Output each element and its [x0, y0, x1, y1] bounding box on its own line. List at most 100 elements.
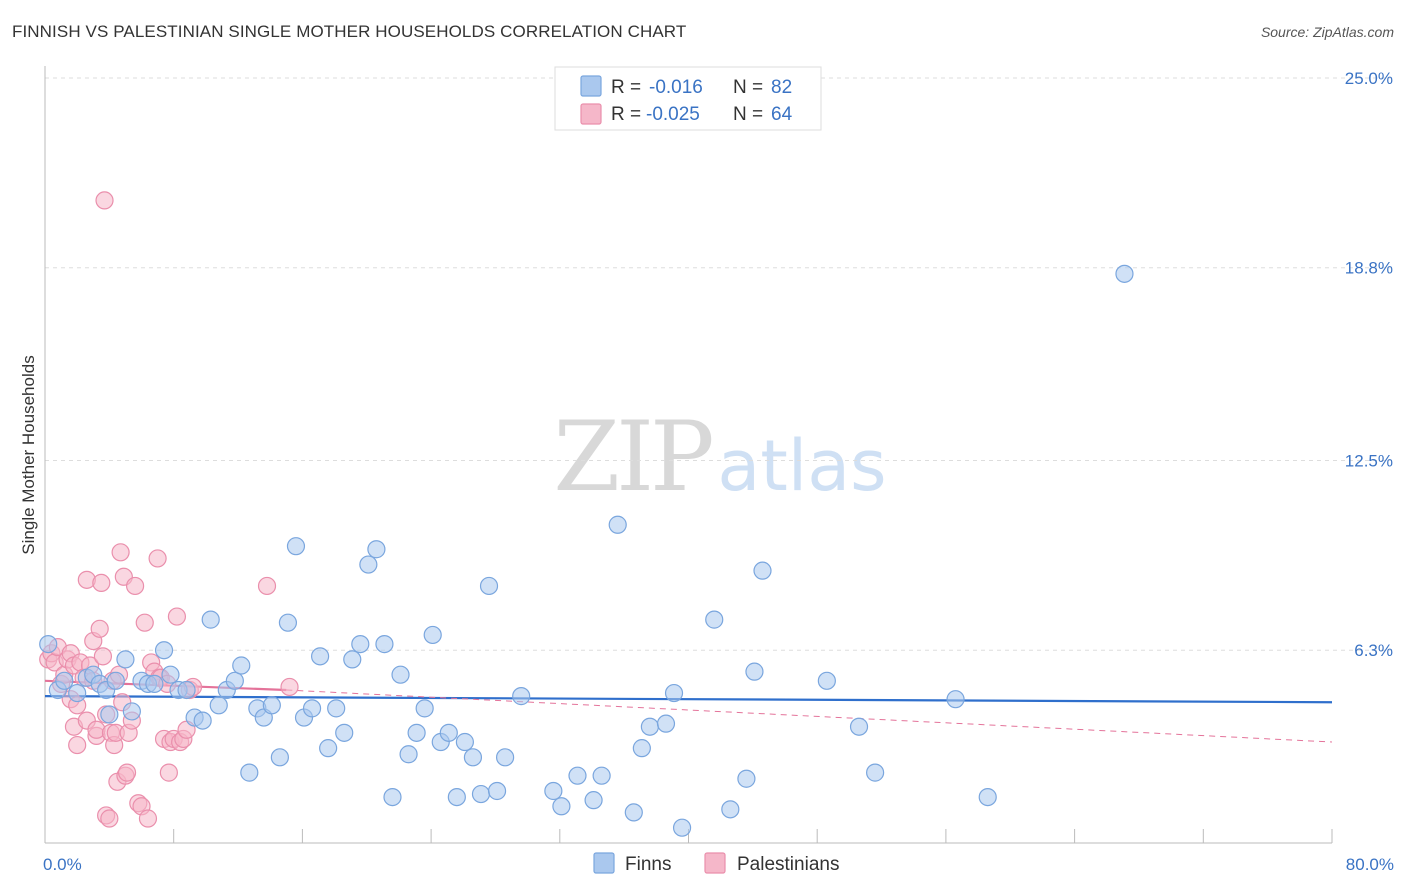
finns-point — [447, 787, 466, 807]
series-legend: Finns Palestinians — [593, 852, 839, 875]
finns-point — [415, 699, 434, 718]
watermark-atlas: atlas — [717, 425, 886, 507]
legend-pal-r-value: -0.025 — [646, 104, 700, 125]
finns-point — [624, 803, 643, 822]
y-tick-label: 25.0% — [1345, 69, 1393, 88]
finns-point — [407, 723, 426, 742]
palestinians-point — [90, 619, 109, 638]
palestinians-point — [100, 809, 119, 828]
y-tick-label: 6.3% — [1354, 641, 1393, 660]
finns-point — [201, 610, 220, 629]
legend-swatch-finns — [580, 75, 602, 97]
finns-point — [866, 763, 885, 782]
bottom-legend-finns: Finns — [625, 854, 671, 875]
finns-point — [240, 763, 259, 782]
finns-point — [496, 748, 515, 767]
finns-point — [399, 745, 418, 764]
source-credit: Source: ZipAtlas.com — [1260, 24, 1394, 40]
gridlines — [45, 77, 1392, 651]
finns-point — [705, 610, 724, 629]
legend-finns-r-label: R = — [611, 77, 641, 98]
finns-point — [106, 671, 125, 690]
finns-point — [302, 699, 322, 718]
finns-point — [423, 625, 442, 645]
y-tick-label: 18.8% — [1345, 259, 1393, 278]
finns-point — [375, 634, 394, 654]
finns-point — [544, 781, 563, 801]
finns-point — [68, 683, 87, 703]
finns-point — [278, 613, 298, 632]
finns-point — [946, 690, 965, 709]
finns-point — [664, 683, 684, 703]
finns-point — [1115, 264, 1134, 283]
finns-point — [232, 656, 251, 675]
finns-point — [656, 714, 676, 733]
finns-point — [177, 680, 196, 700]
legend-pal-n-label: N = — [733, 104, 763, 125]
legend-swatch-palestinians — [580, 103, 602, 125]
legend-finns-r-value: -0.016 — [649, 77, 703, 98]
palestinians-points — [39, 191, 299, 828]
finns-point — [359, 555, 378, 574]
palestinians-point — [125, 576, 145, 596]
palestinians-point — [148, 549, 167, 568]
palestinians-point — [92, 573, 111, 593]
finns-point — [262, 696, 281, 715]
palestinians-point — [68, 735, 87, 755]
finns-point — [487, 781, 507, 801]
finns-point — [471, 784, 491, 804]
finns-point — [209, 696, 228, 715]
finns-trend-line — [44, 695, 1333, 704]
correlation-legend: R = -0.016 N = 82 R = -0.025 N = 64 — [554, 66, 822, 131]
palestinians-point — [117, 763, 137, 782]
legend-finns-n-label: N = — [733, 77, 763, 98]
y-tick-label: 12.5% — [1345, 452, 1393, 471]
finns-points — [39, 264, 1134, 837]
palestinians-point — [257, 576, 277, 596]
finns-point — [335, 723, 354, 742]
legend-pal-r-label: R = — [611, 104, 641, 125]
palestinians-point — [93, 647, 113, 666]
finns-point — [145, 674, 164, 693]
x-tick-label-min: 0.0% — [43, 855, 82, 874]
finns-point — [568, 766, 587, 785]
finns-point — [343, 650, 362, 669]
palestinians-point — [159, 763, 178, 782]
finns-point — [39, 634, 58, 654]
y-tick-labels: 6.3% 12.5% 18.8% 25.0% — [1345, 69, 1393, 660]
finns-point — [383, 787, 402, 807]
finns-point — [721, 800, 740, 819]
palestinians-point — [280, 677, 299, 697]
finns-point — [512, 687, 531, 706]
legend-finns-n-value: 82 — [771, 77, 792, 98]
legend-pal-n-value: 64 — [771, 104, 793, 125]
finns-point — [161, 665, 180, 684]
finns-point — [327, 699, 346, 718]
finns-point — [737, 769, 756, 788]
finns-point — [319, 739, 338, 758]
palestinians-point — [135, 613, 154, 632]
watermark-zip: ZIP — [553, 401, 712, 513]
trend-lines — [44, 679, 1333, 743]
finns-point — [116, 650, 135, 669]
watermark: ZIP atlas — [553, 401, 886, 513]
palestinians-point — [111, 543, 130, 562]
bottom-legend-swatch-palestinians — [704, 852, 726, 874]
finns-point — [286, 537, 306, 556]
finns-point — [640, 717, 659, 736]
finns-point — [391, 665, 410, 684]
finns-point — [608, 515, 627, 534]
finns-point — [584, 791, 603, 810]
finns-point — [310, 647, 330, 666]
finns-point — [122, 702, 141, 721]
y-axis-label: Single Mother Households — [19, 355, 38, 554]
bottom-legend-swatch-finns — [593, 852, 615, 874]
finns-point — [193, 711, 212, 730]
finns-point — [439, 723, 458, 742]
finns-point — [455, 732, 474, 752]
finns-point — [463, 748, 483, 767]
finns-point — [100, 705, 119, 724]
x-tick-label-max: 80.0% — [1346, 855, 1394, 874]
finns-point — [367, 540, 386, 559]
